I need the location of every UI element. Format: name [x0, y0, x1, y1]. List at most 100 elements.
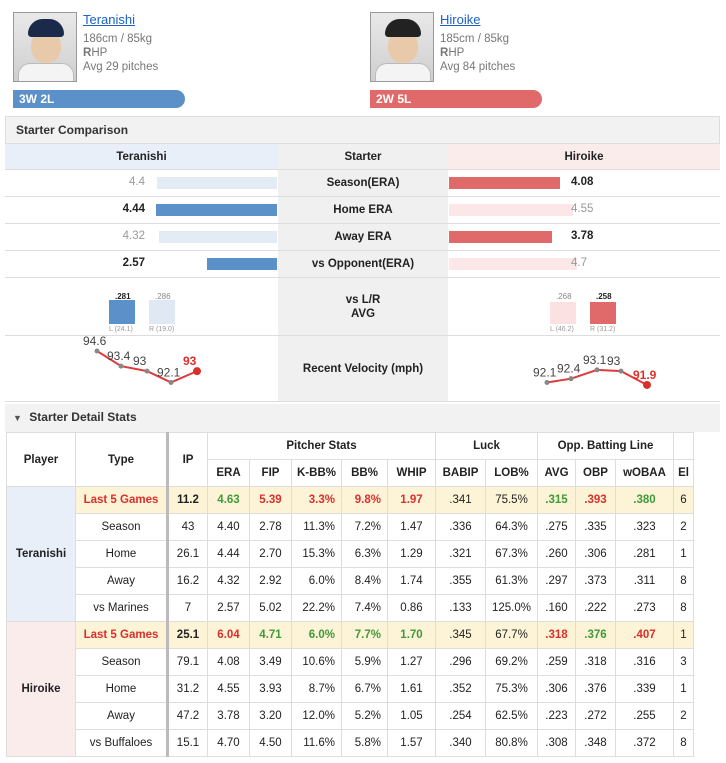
comparison-left-bar [159, 231, 277, 243]
hiro-r-bar [590, 302, 616, 324]
hiro-r-sub: R (31.2) [590, 326, 616, 333]
collapse-triangle-icon[interactable]: ▼ [13, 413, 22, 423]
comparison-right-bar [449, 231, 552, 243]
teranishi-hand: RHP [83, 47, 108, 59]
stat-cell: .335 [575, 513, 616, 541]
ip-cell: 79.1 [166, 648, 208, 676]
lr-label: vs L/R AVG [278, 278, 448, 335]
stat-cell: .376 [575, 675, 616, 703]
comparison-left-bar [157, 177, 277, 189]
stat-cell: 4.50 [249, 729, 292, 757]
stat-cell: 75.5% [485, 486, 538, 514]
comparison-col-mid: Starter [278, 144, 448, 169]
comparison-row-label: Season(ERA) [278, 170, 448, 196]
hiro-l-value: .268 [556, 292, 572, 301]
velocity-point [94, 348, 100, 354]
velocity-point [618, 368, 624, 374]
stat-cell: 5.8% [341, 729, 388, 757]
stat-cell: 15.3% [291, 540, 342, 568]
detail-stats-table: Player Type IP Pitcher Stats Luck Opp. B… [6, 432, 694, 757]
comparison-col-right: Hiroike [448, 144, 720, 169]
table-row: Season 43 4.40 2.78 11.3% 7.2% 1.47.336 64.3% .2… [7, 513, 694, 541]
stat-cell: .223 [537, 702, 576, 730]
velocity-label: 92.1 [533, 365, 557, 379]
velocity-row: Recent Velocity (mph) 94.6 93.4 93 92.1 93 9… [5, 336, 720, 402]
comparison-col-left: Teranishi [5, 144, 278, 169]
comparison-right-value: 3.78 [571, 230, 594, 242]
table-row: Away 16.2 4.32 2.92 6.0% 8.4% 1.74.355 61.3% .29… [7, 567, 694, 595]
hiro-r-value: .258 [596, 292, 612, 301]
velocity-label: 92.4 [557, 362, 581, 376]
hiroike-record: 2W 5L [370, 90, 542, 108]
stat-cell: 1.47 [387, 513, 436, 541]
hiroike-size: 185cm / 85kg [440, 33, 510, 45]
stat-cell: 3.49 [249, 648, 292, 676]
hiroike-hand: RHP [440, 47, 465, 59]
stat-cell: .255 [615, 702, 674, 730]
stat-cell: 3.3% [291, 486, 342, 514]
comparison-right-value: 4.55 [571, 203, 594, 215]
stat-cell: .260 [537, 540, 576, 568]
stat-cell: 5.9% [341, 648, 388, 676]
th-pitcher-stats: Pitcher Stats [207, 432, 436, 460]
lr-row: vs L/R AVG .281 L (24.1) .286 R (19.0) .2… [5, 278, 720, 336]
starter-detail-header[interactable]: ▼ Starter Detail Stats [5, 404, 720, 432]
ip-cell: 11.2 [166, 486, 208, 514]
velocity-label: 93 [133, 354, 147, 368]
comparison-right-value: 4.08 [571, 176, 594, 188]
teranishi-photo [13, 12, 77, 82]
table-row: Hiroike Last 5 Games 25.1 6.04 4.71 6.0% 7.7% 1… [6, 621, 694, 757]
stat-cell: .348 [575, 729, 616, 757]
comparison-left-value: 4.32 [122, 230, 145, 242]
stat-cell: 11.6% [291, 729, 342, 757]
stat-cell: 67.7% [485, 621, 538, 649]
table-row: Season 79.1 4.08 3.49 10.6% 5.9% 1.27.296 69.2%… [7, 648, 694, 676]
stat-cell: .355 [435, 567, 486, 595]
th-type: Type [75, 432, 168, 487]
ip-cell: 26.1 [166, 540, 208, 568]
stat-cell: .273 [615, 594, 674, 622]
stat-cell: 2 [673, 702, 694, 730]
stat-cell: 1.05 [387, 702, 436, 730]
velocity-chart-right: 92.1 92.493.1 93 91.9 [533, 353, 657, 389]
stat-cell: 7.2% [341, 513, 388, 541]
stat-cell: 64.3% [485, 513, 538, 541]
velocity-label: 93 [183, 354, 197, 368]
stat-cell: 6 [673, 486, 694, 514]
stat-cell: 1 [673, 621, 694, 649]
stat-cell: .323 [615, 513, 674, 541]
stat-cell: .316 [615, 648, 674, 676]
stat-cell: 61.3% [485, 567, 538, 595]
comparison-right-bar [449, 177, 560, 189]
stat-cell: 4.08 [207, 648, 250, 676]
stat-cell: 6.04 [207, 621, 250, 649]
stat-cell: 62.5% [485, 702, 538, 730]
stat-cell: 1.97 [387, 486, 436, 514]
stat-cell: 9.8% [341, 486, 388, 514]
comparison-head-row: Teranishi Starter Hiroike [5, 144, 720, 170]
stat-cell: 4.44 [207, 540, 250, 568]
th-col: wOBAA [615, 459, 674, 487]
hiroike-name-link[interactable]: Hiroike [440, 12, 481, 27]
th-luck: Luck [435, 432, 538, 460]
type-cell: Last 5 Games [75, 486, 168, 514]
velocity-label: Recent Velocity (mph) [278, 336, 448, 401]
stat-cell: .306 [537, 675, 576, 703]
stat-cell: 3 [673, 648, 694, 676]
stat-cell: 3.93 [249, 675, 292, 703]
stat-cell: .341 [435, 486, 486, 514]
stat-cell: 3.78 [207, 702, 250, 730]
comparison-left-bar [207, 258, 277, 270]
teranishi-name-link[interactable]: Teranishi [83, 12, 136, 27]
stat-cell: .339 [615, 675, 674, 703]
stat-cell: 1 [673, 540, 694, 568]
stat-cell: 22.2% [291, 594, 342, 622]
type-cell: vs Marines [75, 594, 168, 622]
type-cell: vs Buffaloes [75, 729, 168, 757]
th-col: OBP [575, 459, 616, 487]
th-player: Player [6, 432, 76, 487]
stat-cell: .315 [537, 486, 576, 514]
stat-cell: 1.61 [387, 675, 436, 703]
comparison-row: 4.4 Season(ERA) 4.08 [5, 170, 720, 197]
th-ip: IP [166, 432, 208, 487]
